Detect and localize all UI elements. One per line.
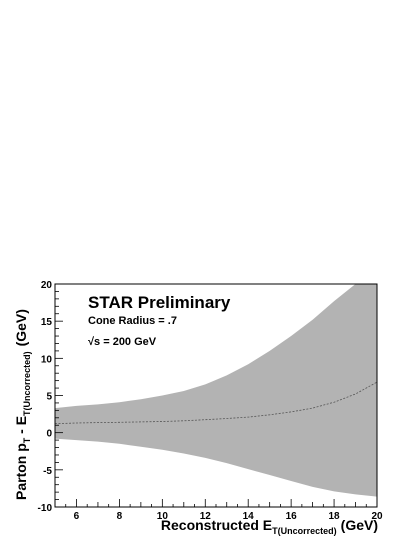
y-title-unit: (GeV) — [13, 309, 29, 346]
x-title-unit: (GeV) — [341, 517, 378, 533]
y-title-main: Parton p — [13, 443, 29, 500]
y-tick-label: 15 — [41, 317, 53, 328]
x-tick-label: 14 — [243, 511, 255, 522]
cone-radius-annotation: Cone Radius = .7 — [88, 315, 177, 327]
y-tick-label: 10 — [41, 354, 53, 365]
uncertainty-band — [55, 284, 377, 497]
x-title-main: Reconstructed E — [161, 517, 272, 533]
sqrt-symbol: √ — [88, 336, 95, 348]
y-title-sub2: T(Uncorrected) — [22, 351, 32, 416]
x-tick-label: 16 — [286, 511, 298, 522]
x-tick-label: 10 — [157, 511, 169, 522]
x-axis: 6 8 10 12 14 16 18 20 — [54, 499, 383, 522]
headline-annotation: STAR Preliminary — [88, 293, 231, 312]
x-tick-label: 20 — [371, 511, 383, 522]
y-tick-label: 5 — [46, 392, 52, 403]
y-tick-label: -10 — [38, 503, 53, 514]
x-tick-label: 18 — [329, 511, 341, 522]
x-tick-label: 12 — [200, 511, 212, 522]
x-axis-title: Reconstructed ET(Uncorrected) (GeV) — [161, 517, 378, 536]
plot-area — [54, 284, 378, 497]
y-tick-label: -5 — [43, 466, 52, 477]
y-tick-label: 20 — [41, 280, 53, 291]
x-title-sub: T(Uncorrected) — [272, 526, 337, 536]
y-title-sub1: T — [22, 437, 32, 443]
y-title-dash: - E — [13, 416, 29, 438]
energy-text: s = 200 GeV — [94, 336, 157, 348]
y-axis-title: Parton pT - ET(Uncorrected) (GeV) — [13, 309, 32, 500]
x-tick-label: 6 — [74, 511, 80, 522]
mean-line — [54, 381, 378, 425]
y-tick-label: 0 — [46, 429, 52, 440]
y-axis: -10 -5 0 5 10 15 20 — [38, 280, 63, 514]
x-tick-label: 8 — [117, 511, 123, 522]
energy-annotation: √s = 200 GeV — [88, 336, 157, 348]
